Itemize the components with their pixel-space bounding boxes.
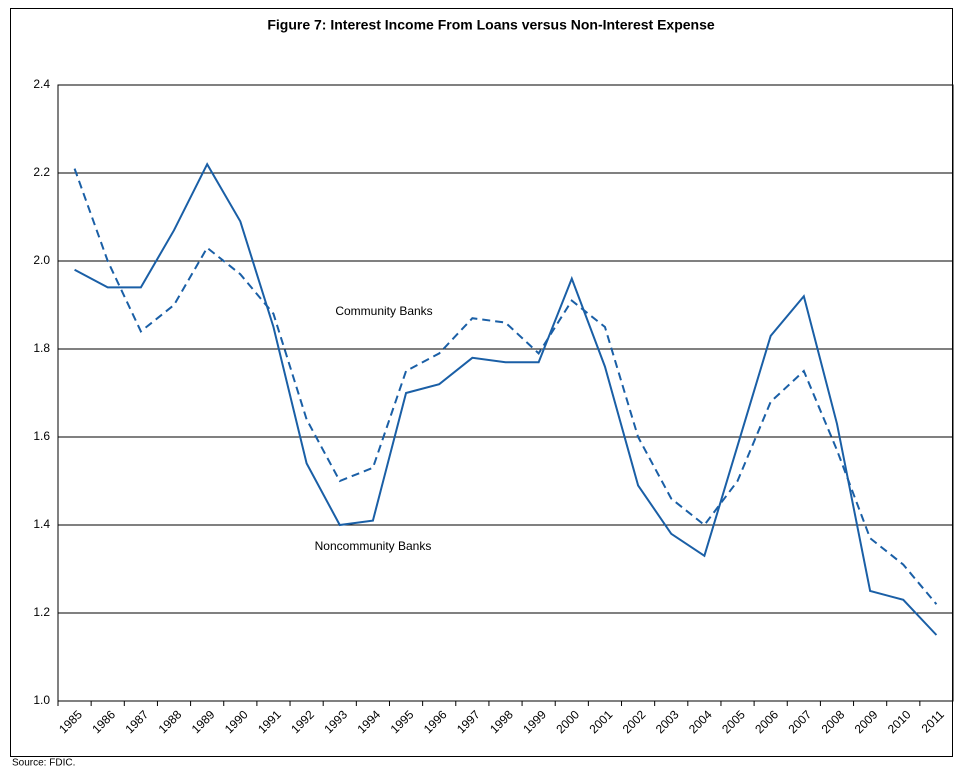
- x-tick-label: 1996: [421, 707, 450, 736]
- frame: [10, 8, 953, 757]
- y-tick-label: 1.6: [33, 429, 50, 443]
- x-tick-label: 2008: [819, 707, 848, 736]
- x-tick-label: 2011: [919, 707, 947, 735]
- x-tick-label: 1988: [156, 707, 185, 736]
- y-tick-label: 2.0: [33, 253, 50, 267]
- x-tick-label: 2000: [553, 707, 582, 736]
- y-tick-label: 2.2: [33, 165, 50, 179]
- series-line: [73, 168, 938, 605]
- series-annotation: Community Banks: [335, 304, 432, 318]
- x-tick-label: 2002: [620, 707, 649, 736]
- x-tick-label: 2009: [852, 707, 881, 736]
- x-tick-label: 2004: [686, 707, 715, 736]
- x-tick-label: 1986: [89, 707, 118, 736]
- series-line: [74, 162, 938, 636]
- x-tick-label: 1999: [520, 707, 549, 736]
- x-tick-label: 2001: [587, 707, 616, 736]
- x-tick-label: 1997: [454, 707, 483, 736]
- x-tick-label: 2003: [653, 707, 682, 736]
- x-tick-label: 1994: [354, 707, 383, 736]
- x-tick-label: 1985: [56, 707, 85, 736]
- x-tick-label: 2007: [785, 707, 814, 736]
- y-tick-label: 1.0: [33, 693, 50, 707]
- x-tick-label: 1992: [288, 707, 317, 736]
- x-tick-label: 1989: [189, 707, 218, 736]
- x-tick-label: 1995: [388, 707, 417, 736]
- y-tick-label: 1.4: [33, 517, 50, 531]
- x-tick-label: 1990: [222, 707, 251, 736]
- x-tick-label: 1987: [122, 707, 151, 736]
- y-tick-label: 1.8: [33, 341, 50, 355]
- series-annotation: Noncommunity Banks: [315, 539, 432, 553]
- source-note: Source: FDIC.: [12, 758, 75, 769]
- x-tick-label: 2005: [719, 707, 748, 736]
- plot-area: [57, 84, 954, 702]
- y-tick-label: 2.4: [33, 77, 50, 91]
- x-tick-label: 2010: [885, 707, 914, 736]
- chart-title: Figure 7: Interest Income From Loans ver…: [267, 17, 715, 33]
- x-tick-label: 1993: [321, 707, 350, 736]
- x-tick-label: 1998: [487, 707, 516, 736]
- y-tick-label: 1.2: [33, 605, 50, 619]
- x-tick-label: 2006: [752, 707, 781, 736]
- x-tick-label: 1991: [255, 707, 284, 736]
